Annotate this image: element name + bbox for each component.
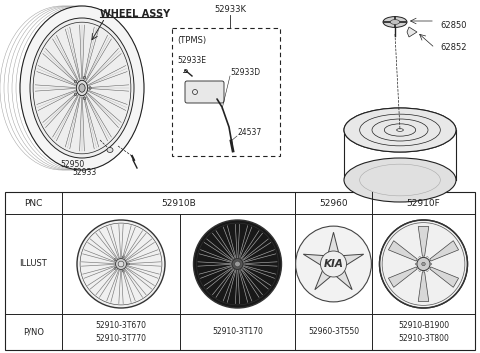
Ellipse shape — [396, 129, 403, 131]
Ellipse shape — [84, 97, 85, 100]
Ellipse shape — [380, 220, 468, 308]
FancyBboxPatch shape — [185, 81, 224, 103]
Ellipse shape — [114, 259, 116, 261]
Ellipse shape — [230, 268, 232, 269]
Ellipse shape — [20, 6, 144, 170]
Ellipse shape — [122, 270, 124, 272]
Polygon shape — [418, 272, 429, 301]
Text: PNC: PNC — [24, 198, 43, 208]
Ellipse shape — [30, 18, 134, 158]
Polygon shape — [388, 267, 417, 287]
Ellipse shape — [128, 263, 130, 265]
Text: ILLUST: ILLUST — [20, 259, 48, 269]
Ellipse shape — [396, 129, 403, 131]
Text: WHEEL ASSY: WHEEL ASSY — [100, 9, 170, 19]
Text: 52933E: 52933E — [177, 56, 206, 65]
Ellipse shape — [114, 268, 116, 269]
Ellipse shape — [321, 251, 347, 277]
Polygon shape — [430, 267, 458, 287]
Ellipse shape — [84, 76, 85, 79]
Ellipse shape — [344, 108, 456, 152]
Bar — [5, 192, 475, 350]
Ellipse shape — [193, 220, 281, 308]
Ellipse shape — [122, 256, 124, 258]
Ellipse shape — [419, 270, 420, 271]
Ellipse shape — [74, 93, 76, 96]
Ellipse shape — [89, 86, 91, 89]
Ellipse shape — [426, 270, 428, 271]
Text: 52960-3T550: 52960-3T550 — [308, 328, 359, 336]
Text: 52933D: 52933D — [230, 68, 260, 77]
Ellipse shape — [430, 263, 432, 265]
Polygon shape — [407, 27, 417, 37]
Polygon shape — [303, 232, 364, 290]
Text: 24537: 24537 — [237, 128, 261, 137]
Text: 52910B: 52910B — [161, 198, 196, 208]
Ellipse shape — [383, 17, 407, 28]
Text: 52933K: 52933K — [214, 5, 246, 14]
Ellipse shape — [422, 262, 425, 266]
Polygon shape — [430, 241, 458, 261]
Ellipse shape — [390, 20, 400, 24]
Ellipse shape — [296, 226, 372, 302]
Text: KIA: KIA — [324, 259, 343, 269]
Text: 62850: 62850 — [440, 20, 467, 30]
Ellipse shape — [244, 263, 246, 265]
Ellipse shape — [344, 108, 456, 152]
Ellipse shape — [107, 148, 113, 152]
Ellipse shape — [116, 258, 127, 269]
Bar — [172, 28, 280, 156]
Ellipse shape — [79, 84, 85, 92]
Ellipse shape — [344, 158, 456, 202]
Ellipse shape — [74, 80, 76, 83]
Ellipse shape — [239, 256, 241, 258]
Text: 52910-B1900
52910-3T800: 52910-B1900 52910-3T800 — [398, 321, 449, 343]
Ellipse shape — [232, 258, 243, 269]
Text: 52910-3T170: 52910-3T170 — [212, 328, 263, 336]
Ellipse shape — [239, 270, 241, 272]
Ellipse shape — [417, 257, 430, 271]
Text: P/NO: P/NO — [23, 328, 44, 336]
Ellipse shape — [118, 261, 124, 267]
Text: 52960: 52960 — [319, 198, 348, 208]
Ellipse shape — [415, 263, 417, 265]
Text: 52910-3T670
52910-3T770: 52910-3T670 52910-3T770 — [96, 321, 146, 343]
Ellipse shape — [419, 257, 420, 258]
Text: (TPMS): (TPMS) — [177, 36, 206, 45]
Ellipse shape — [77, 220, 165, 308]
Polygon shape — [388, 241, 417, 261]
Ellipse shape — [235, 261, 240, 267]
Text: 52910F: 52910F — [407, 198, 440, 208]
Text: 62852: 62852 — [440, 43, 467, 53]
Text: 52950: 52950 — [60, 160, 84, 169]
Ellipse shape — [426, 257, 428, 258]
Text: 52933: 52933 — [72, 168, 96, 177]
Polygon shape — [418, 227, 429, 256]
Ellipse shape — [76, 80, 88, 96]
Ellipse shape — [230, 259, 232, 261]
